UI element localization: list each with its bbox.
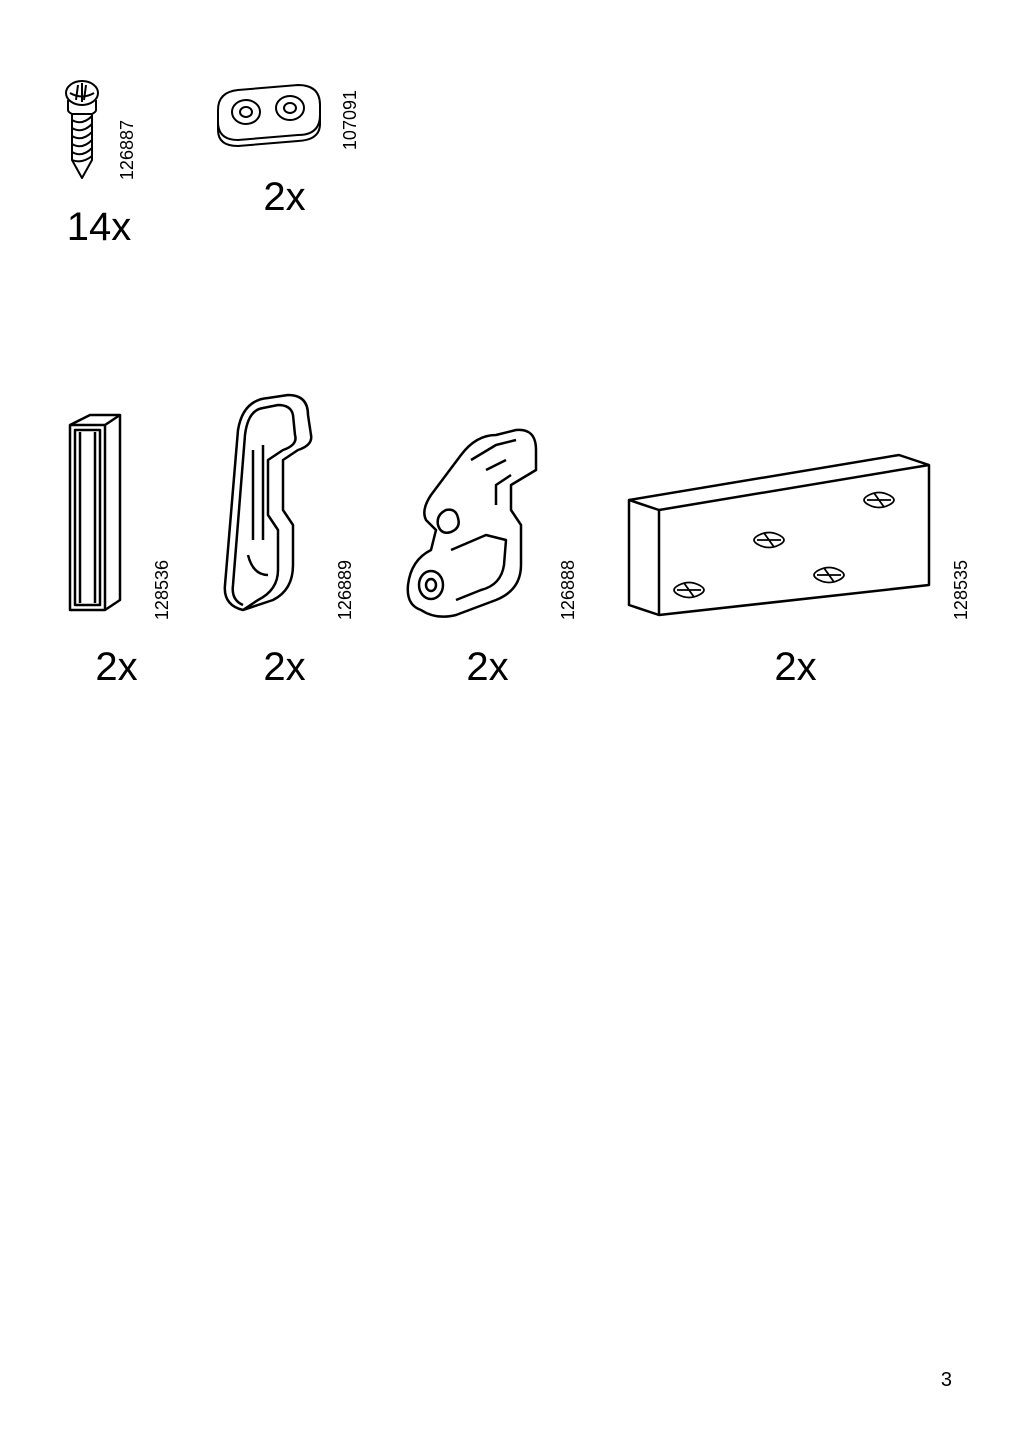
plate-icon — [208, 80, 328, 150]
article-label: 126889 — [335, 560, 356, 620]
qty-label: 2x — [466, 645, 508, 690]
article-label: 128536 — [152, 560, 173, 620]
article-label: 126887 — [117, 120, 138, 180]
qty-label: 2x — [263, 175, 305, 220]
article-label: 126888 — [558, 560, 579, 620]
panel-icon — [619, 440, 939, 620]
qty-label: 14x — [67, 205, 132, 250]
part-catch: 126889 2x — [213, 390, 356, 690]
article-label: 128535 — [951, 560, 972, 620]
part-hook: 126888 2x — [396, 410, 579, 690]
qty-label: 2x — [95, 645, 137, 690]
catch-icon — [213, 390, 323, 620]
article-label: 107091 — [340, 90, 361, 150]
page-number: 3 — [941, 1369, 952, 1392]
qty-label: 2x — [263, 645, 305, 690]
part-panel: 128535 2x — [619, 440, 972, 690]
screw-icon — [60, 80, 105, 180]
part-rail: 128536 2x — [60, 410, 173, 690]
qty-label: 2x — [774, 645, 816, 690]
part-screw: 126887 14x — [60, 80, 138, 250]
rail-icon — [60, 410, 140, 620]
part-plate: 107091 2x — [208, 80, 361, 250]
hook-icon — [396, 410, 546, 620]
